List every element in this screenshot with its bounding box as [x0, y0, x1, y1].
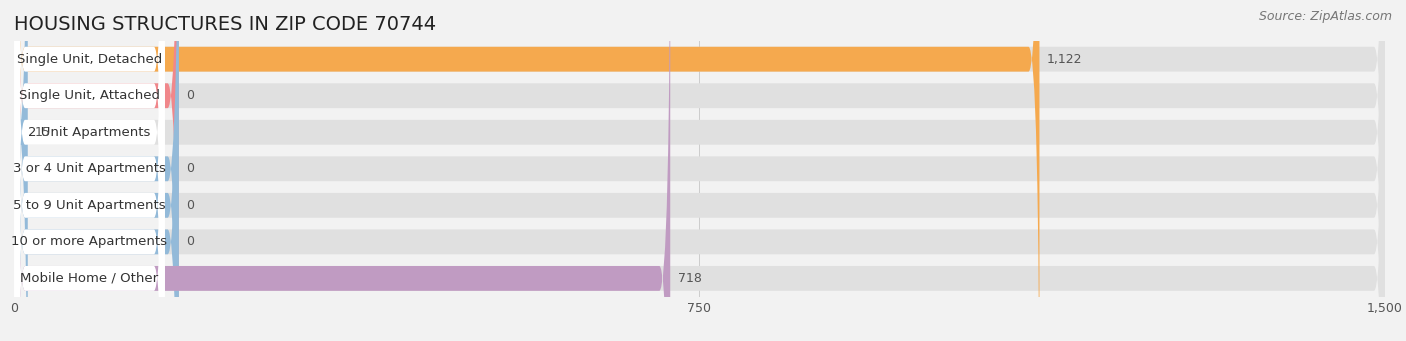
Text: Source: ZipAtlas.com: Source: ZipAtlas.com	[1258, 10, 1392, 23]
Text: 1,122: 1,122	[1046, 53, 1083, 66]
Text: Mobile Home / Other: Mobile Home / Other	[21, 272, 159, 285]
Text: 10 or more Apartments: 10 or more Apartments	[11, 235, 167, 248]
Text: 0: 0	[186, 235, 194, 248]
FancyBboxPatch shape	[14, 0, 1385, 341]
FancyBboxPatch shape	[14, 0, 671, 341]
Text: 3 or 4 Unit Apartments: 3 or 4 Unit Apartments	[13, 162, 166, 175]
Text: 0: 0	[186, 89, 194, 102]
FancyBboxPatch shape	[14, 0, 165, 341]
FancyBboxPatch shape	[14, 0, 1385, 341]
FancyBboxPatch shape	[14, 0, 179, 341]
FancyBboxPatch shape	[14, 0, 1385, 341]
FancyBboxPatch shape	[14, 0, 28, 341]
Text: 5 to 9 Unit Apartments: 5 to 9 Unit Apartments	[13, 199, 166, 212]
Text: 15: 15	[35, 126, 51, 139]
FancyBboxPatch shape	[14, 0, 165, 341]
FancyBboxPatch shape	[14, 0, 165, 341]
FancyBboxPatch shape	[14, 0, 179, 341]
FancyBboxPatch shape	[14, 0, 165, 341]
FancyBboxPatch shape	[14, 0, 1385, 341]
FancyBboxPatch shape	[14, 0, 1385, 341]
FancyBboxPatch shape	[14, 0, 1385, 341]
FancyBboxPatch shape	[14, 0, 165, 341]
FancyBboxPatch shape	[14, 0, 1385, 341]
Text: 0: 0	[186, 199, 194, 212]
FancyBboxPatch shape	[14, 0, 179, 341]
Text: 718: 718	[678, 272, 702, 285]
Text: 0: 0	[186, 162, 194, 175]
Text: Single Unit, Detached: Single Unit, Detached	[17, 53, 162, 66]
FancyBboxPatch shape	[14, 0, 1039, 341]
FancyBboxPatch shape	[14, 0, 165, 341]
Text: HOUSING STRUCTURES IN ZIP CODE 70744: HOUSING STRUCTURES IN ZIP CODE 70744	[14, 15, 436, 34]
FancyBboxPatch shape	[14, 0, 165, 341]
Text: 2 Unit Apartments: 2 Unit Apartments	[28, 126, 150, 139]
Text: Single Unit, Attached: Single Unit, Attached	[18, 89, 160, 102]
FancyBboxPatch shape	[14, 0, 179, 341]
